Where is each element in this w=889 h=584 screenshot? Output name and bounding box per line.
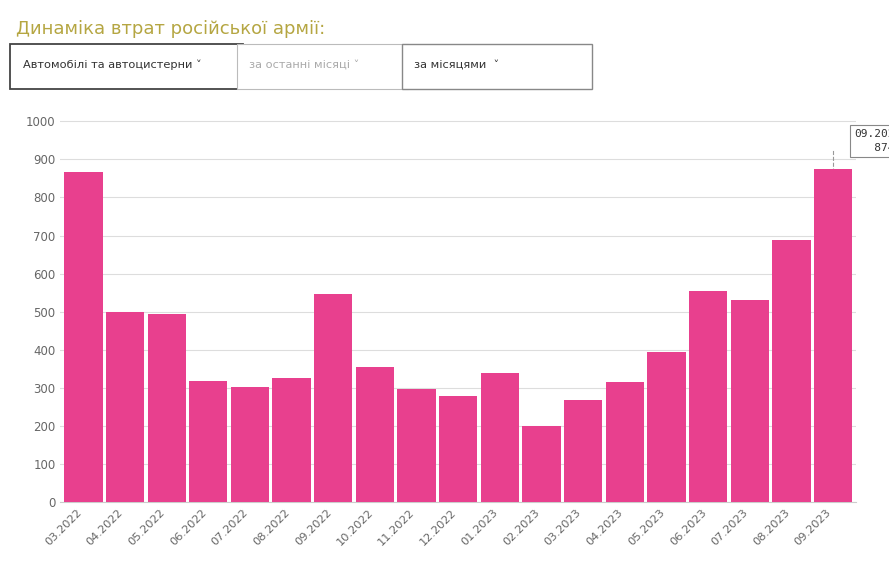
Bar bbox=[397, 390, 436, 502]
Text: Автомобілі та автоцистерни ˅: Автомобілі та автоцистерни ˅ bbox=[23, 60, 202, 70]
Bar bbox=[605, 383, 644, 502]
Text: 09.2023
   874: 09.2023 874 bbox=[854, 129, 889, 153]
Bar bbox=[356, 367, 394, 502]
FancyBboxPatch shape bbox=[10, 44, 244, 89]
FancyBboxPatch shape bbox=[237, 44, 408, 89]
Bar bbox=[64, 172, 102, 502]
Bar bbox=[314, 294, 352, 502]
Bar bbox=[773, 240, 811, 502]
Bar bbox=[481, 373, 519, 502]
Text: за останні місяці ˅: за останні місяці ˅ bbox=[249, 60, 360, 69]
Bar bbox=[273, 378, 311, 502]
Text: за місяцями  ˅: за місяцями ˅ bbox=[414, 60, 500, 69]
Bar bbox=[231, 387, 269, 502]
Bar bbox=[106, 312, 144, 502]
Bar bbox=[731, 300, 769, 502]
Bar bbox=[148, 314, 186, 502]
Bar bbox=[189, 381, 228, 502]
Bar bbox=[814, 169, 853, 502]
Bar bbox=[439, 397, 477, 502]
FancyBboxPatch shape bbox=[402, 44, 592, 89]
Text: Динаміка втрат російської армії:: Динаміка втрат російської армії: bbox=[16, 20, 325, 39]
Bar bbox=[523, 426, 561, 502]
Bar bbox=[647, 352, 685, 502]
Bar bbox=[689, 291, 727, 502]
Bar bbox=[565, 400, 603, 502]
